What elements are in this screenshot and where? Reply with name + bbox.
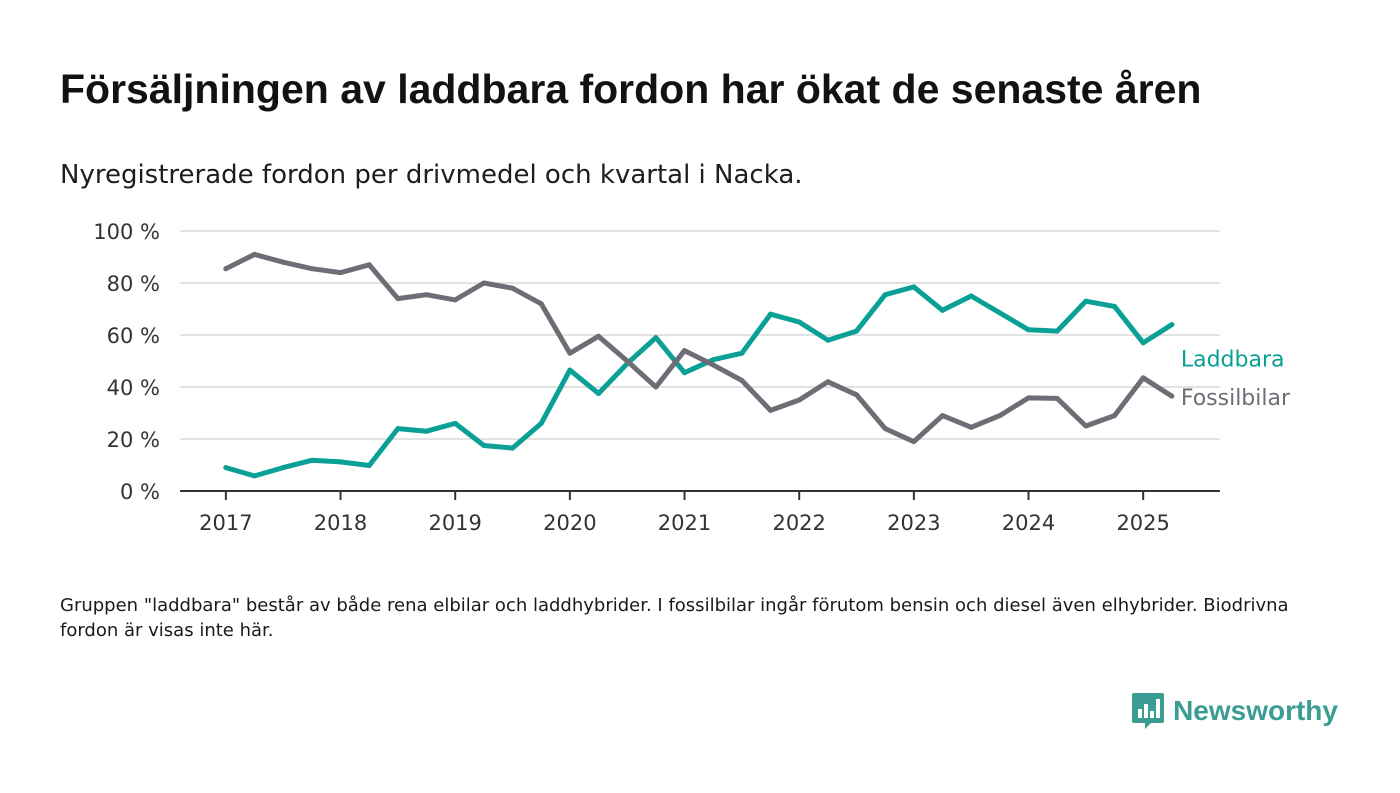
data-point-laddbara — [1112, 303, 1118, 309]
y-tick-label: 0 % — [120, 480, 160, 504]
series-labels: Laddbara Fossilbilar — [1181, 348, 1291, 412]
series-label-fossilbilar: Fossilbilar — [1181, 386, 1291, 411]
data-point-laddbara — [710, 357, 716, 363]
series-line-laddbara — [223, 284, 1175, 479]
data-point-fossilbilar — [1169, 393, 1175, 399]
data-point-laddbara — [510, 445, 516, 451]
x-tick-label: 2023 — [887, 511, 940, 535]
chart-subtitle: Nyregistrerade fordon per drivmedel och … — [60, 160, 803, 190]
data-point-fossilbilar — [653, 384, 659, 390]
y-axis-tick-labels: 0 % 20 % 40 % 60 % 80 % 100 % — [93, 220, 160, 504]
data-point-laddbara — [1054, 328, 1060, 334]
data-point-fossilbilar — [768, 407, 774, 413]
data-point-laddbara — [567, 367, 573, 373]
data-point-fossilbilar — [309, 266, 315, 272]
data-point-fossilbilar — [825, 379, 831, 385]
x-tick-label: 2018 — [314, 511, 367, 535]
data-point-fossilbilar — [682, 348, 688, 354]
chart-title: Försäljningen av laddbara fordon har öka… — [60, 66, 1202, 112]
series-line-fossilbilar — [223, 251, 1175, 445]
data-point-fossilbilar — [624, 358, 630, 364]
data-point-fossilbilar — [1083, 423, 1089, 429]
data-point-fossilbilar — [538, 301, 544, 307]
data-point-fossilbilar — [452, 297, 458, 303]
brand-name: Newsworthy — [1173, 695, 1338, 726]
data-point-laddbara — [252, 473, 258, 479]
data-point-laddbara — [338, 459, 344, 465]
data-point-fossilbilar — [280, 259, 286, 265]
data-point-fossilbilar — [739, 378, 745, 383]
bar-chart-speech-bubble-icon — [1132, 693, 1165, 729]
data-point-laddbara — [1026, 327, 1032, 333]
data-point-laddbara — [882, 292, 888, 298]
data-point-fossilbilar — [911, 439, 917, 445]
x-tick-label: 2022 — [772, 511, 825, 535]
data-point-fossilbilar — [481, 280, 487, 286]
data-point-laddbara — [538, 420, 544, 426]
data-point-fossilbilar — [424, 292, 430, 298]
y-tick-label: 20 % — [107, 428, 160, 452]
data-point-laddbara — [739, 350, 745, 356]
data-point-laddbara — [424, 428, 430, 434]
data-point-fossilbilar — [395, 296, 401, 302]
data-point-fossilbilar — [710, 362, 716, 368]
data-point-laddbara — [596, 391, 602, 396]
data-point-fossilbilar — [854, 392, 860, 398]
data-point-laddbara — [481, 443, 487, 448]
series-label-laddbara: Laddbara — [1181, 348, 1285, 373]
series-lines — [223, 251, 1175, 479]
data-point-fossilbilar — [968, 424, 974, 430]
y-tick-label: 40 % — [107, 376, 160, 400]
data-point-fossilbilar — [366, 262, 372, 268]
x-tick-label: 2024 — [1002, 511, 1055, 535]
data-point-fossilbilar — [796, 397, 802, 403]
data-point-fossilbilar — [1112, 413, 1118, 419]
data-point-fossilbilar — [596, 333, 602, 339]
data-point-laddbara — [854, 328, 860, 334]
data-point-laddbara — [280, 465, 286, 471]
data-point-laddbara — [1083, 298, 1089, 304]
data-point-fossilbilar — [338, 270, 344, 276]
data-point-laddbara — [911, 284, 917, 290]
data-point-laddbara — [309, 457, 315, 463]
data-point-fossilbilar — [223, 266, 229, 272]
data-point-fossilbilar — [882, 426, 888, 432]
x-axis: 2017 2018 2019 2020 2021 2022 2023 2024 2025 — [180, 490, 1220, 535]
data-point-laddbara — [653, 335, 659, 341]
data-point-laddbara — [1140, 340, 1146, 346]
data-point-fossilbilar — [510, 285, 516, 291]
data-point-fossilbilar — [1026, 395, 1032, 401]
data-point-laddbara — [1169, 322, 1175, 328]
data-point-laddbara — [796, 319, 802, 325]
data-point-laddbara — [452, 420, 458, 426]
data-point-laddbara — [825, 337, 831, 343]
data-point-laddbara — [968, 293, 974, 299]
data-point-fossilbilar — [940, 413, 946, 419]
y-tick-label: 80 % — [107, 272, 160, 296]
data-point-fossilbilar — [997, 413, 1003, 419]
data-point-laddbara — [366, 463, 372, 469]
data-point-laddbara — [940, 307, 946, 313]
x-tick-label: 2020 — [543, 511, 596, 535]
gridlines — [180, 230, 1220, 440]
x-tick-label: 2021 — [658, 511, 711, 535]
x-tick-label: 2017 — [199, 511, 252, 535]
chart-footnote: Gruppen "laddbara" består av både rena e… — [60, 595, 1289, 641]
data-point-fossilbilar — [1140, 375, 1146, 381]
line-chart: 0 % 20 % 40 % 60 % 80 % 100 % 2017 2018 2019 202… — [93, 220, 1291, 535]
x-tick-label: 2025 — [1116, 511, 1169, 535]
data-point-laddbara — [768, 311, 774, 317]
data-point-laddbara — [395, 426, 401, 432]
data-point-fossilbilar — [567, 350, 573, 356]
brand-logo: Newsworthy — [1131, 692, 1338, 730]
data-point-laddbara — [223, 465, 229, 471]
data-point-laddbara — [997, 310, 1003, 316]
data-point-laddbara — [682, 370, 688, 376]
data-point-fossilbilar — [1054, 395, 1060, 401]
x-tick-label: 2019 — [428, 511, 481, 535]
data-point-fossilbilar — [252, 251, 258, 257]
y-tick-label: 100 % — [93, 220, 160, 244]
y-tick-label: 60 % — [107, 324, 160, 348]
